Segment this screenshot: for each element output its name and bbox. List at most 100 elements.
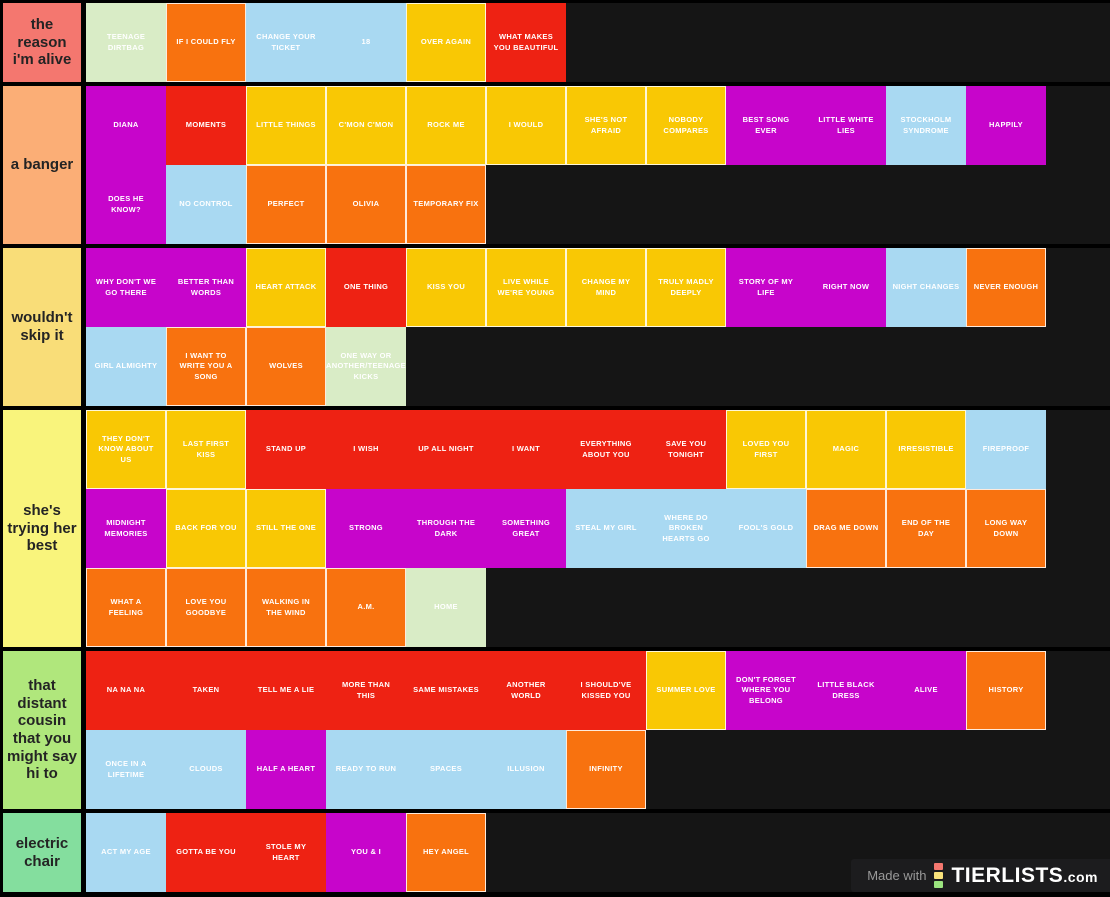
song-tile[interactable]: HEY ANGEL — [406, 813, 486, 892]
song-tile[interactable]: EVERYTHING ABOUT YOU — [566, 410, 646, 489]
song-tile[interactable]: LIVE WHILE WE'RE YOUNG — [486, 248, 566, 327]
song-tile[interactable]: 18 — [326, 3, 406, 82]
song-tile[interactable]: RIGHT NOW — [806, 248, 886, 327]
brand-text: TIERLISTS.com — [951, 864, 1098, 887]
song-tile[interactable]: CHANGE YOUR TICKET — [246, 3, 326, 82]
song-tile[interactable]: STOLE MY HEART — [246, 813, 326, 892]
song-tile[interactable]: GIRL ALMIGHTY — [86, 327, 166, 406]
song-tile[interactable]: TEENAGE DIRTBAG — [86, 3, 166, 82]
tierlist-icon-bar-red — [934, 863, 944, 870]
song-tile[interactable]: LAST FIRST KISS — [166, 410, 246, 489]
song-tile[interactable]: OLIVIA — [326, 165, 406, 244]
song-tile[interactable]: CHANGE MY MIND — [566, 248, 646, 327]
song-tile[interactable]: OVER AGAIN — [406, 3, 486, 82]
song-tile[interactable]: DON'T FORGET WHERE YOU BELONG — [726, 651, 806, 730]
song-tile[interactable]: NA NA NA — [86, 651, 166, 730]
song-tile[interactable]: I WOULD — [486, 86, 566, 165]
song-tile[interactable]: DRAG ME DOWN — [806, 489, 886, 568]
song-tile[interactable]: THEY DON'T KNOW ABOUT US — [86, 410, 166, 489]
song-tile[interactable]: END OF THE DAY — [886, 489, 966, 568]
song-tile[interactable]: HOME — [406, 568, 486, 647]
song-tile[interactable]: READY TO RUN — [326, 730, 406, 809]
song-tile[interactable]: ILLUSION — [486, 730, 566, 809]
song-tile[interactable]: TEMPORARY FIX — [406, 165, 486, 244]
song-tile[interactable]: UP ALL NIGHT — [406, 410, 486, 489]
song-tile[interactable]: STOCKHOLM SYNDROME — [886, 86, 966, 165]
song-tile[interactable]: LITTLE BLACK DRESS — [806, 651, 886, 730]
tier-tiles-area: WHY DON'T WE GO THERE BETTER THAN WORDS HE… — [86, 248, 1110, 406]
song-tile[interactable]: I WISH — [326, 410, 406, 489]
song-tile[interactable]: STEAL MY GIRL — [566, 489, 646, 568]
song-tile[interactable]: LITTLE THINGS — [246, 86, 326, 165]
song-tile[interactable]: ACT MY AGE — [86, 813, 166, 892]
song-tile[interactable]: ONCE IN A LIFETIME — [86, 730, 166, 809]
song-tile[interactable]: BETTER THAN WORDS — [166, 248, 246, 327]
song-tile[interactable]: STORY OF MY LIFE — [726, 248, 806, 327]
song-tile[interactable]: DIANA — [86, 86, 166, 165]
song-tile[interactable]: C'MON C'MON — [326, 86, 406, 165]
song-tile[interactable]: LOVE YOU GOODBYE — [166, 568, 246, 647]
song-tile[interactable]: FIREPROOF — [966, 410, 1046, 489]
song-tile[interactable]: NEVER ENOUGH — [966, 248, 1046, 327]
song-tile[interactable]: SHE'S NOT AFRAID — [566, 86, 646, 165]
song-tile[interactable]: MORE THAN THIS — [326, 651, 406, 730]
song-tile[interactable]: SOMETHING GREAT — [486, 489, 566, 568]
tier-label: wouldn't skip it — [0, 248, 86, 406]
song-tile[interactable]: INFINITY — [566, 730, 646, 809]
song-tile[interactable]: NIGHT CHANGES — [886, 248, 966, 327]
song-tile[interactable]: NOBODY COMPARES — [646, 86, 726, 165]
song-tile[interactable]: TRULY MADLY DEEPLY — [646, 248, 726, 327]
song-tile[interactable]: BACK FOR YOU — [166, 489, 246, 568]
song-tile[interactable]: SPACES — [406, 730, 486, 809]
song-tile[interactable]: SUMMER LOVE — [646, 651, 726, 730]
song-tile[interactable]: LITTLE WHITE LIES — [806, 86, 886, 165]
song-tile[interactable]: TAKEN — [166, 651, 246, 730]
song-tile[interactable]: FOOL'S GOLD — [726, 489, 806, 568]
song-tile[interactable]: WHERE DO BROKEN HEARTS GO — [646, 489, 726, 568]
song-tile[interactable]: PERFECT — [246, 165, 326, 244]
song-tile[interactable]: I WANT TO WRITE YOU A SONG — [166, 327, 246, 406]
song-tile[interactable]: YOU & I — [326, 813, 406, 892]
song-tile[interactable]: IRRESISTIBLE — [886, 410, 966, 489]
song-tile[interactable]: A.M. — [326, 568, 406, 647]
song-tile[interactable]: KISS YOU — [406, 248, 486, 327]
song-tile[interactable]: CLOUDS — [166, 730, 246, 809]
song-tile[interactable]: WHY DON'T WE GO THERE — [86, 248, 166, 327]
song-tile[interactable]: WHAT A FEELING — [86, 568, 166, 647]
song-tile[interactable]: HAPPILY — [966, 86, 1046, 165]
song-tile[interactable]: IF I COULD FLY — [166, 3, 246, 82]
song-tile[interactable]: THROUGH THE DARK — [406, 489, 486, 568]
tier-label: the reason i'm alive — [0, 3, 86, 82]
song-tile[interactable]: I SHOULD'VE KISSED YOU — [566, 651, 646, 730]
song-tile[interactable]: STAND UP — [246, 410, 326, 489]
song-tile[interactable]: WHAT MAKES YOU BEAUTIFUL — [486, 3, 566, 82]
song-tile[interactable]: ALIVE — [886, 651, 966, 730]
song-tile[interactable]: I WANT — [486, 410, 566, 489]
song-tile[interactable]: MOMENTS — [166, 86, 246, 165]
song-tile[interactable]: DOES HE KNOW? — [86, 165, 166, 244]
song-tile[interactable]: LOVED YOU FIRST — [726, 410, 806, 489]
song-tile[interactable]: STILL THE ONE — [246, 489, 326, 568]
song-tile[interactable]: ONE THING — [326, 248, 406, 327]
song-tile[interactable]: SAVE YOU TONIGHT — [646, 410, 726, 489]
song-tile[interactable]: GOTTA BE YOU — [166, 813, 246, 892]
song-tile[interactable]: MIDNIGHT MEMORIES — [86, 489, 166, 568]
song-tile[interactable]: LONG WAY DOWN — [966, 489, 1046, 568]
song-tile[interactable]: BEST SONG EVER — [726, 86, 806, 165]
song-tile[interactable]: ANOTHER WORLD — [486, 651, 566, 730]
song-tile[interactable]: WOLVES — [246, 327, 326, 406]
song-tile[interactable]: ONE WAY OR ANOTHER/TEENAGE KICKS — [326, 327, 406, 406]
song-tile[interactable]: SAME MISTAKES — [406, 651, 486, 730]
song-tile[interactable]: WALKING IN THE WIND — [246, 568, 326, 647]
song-tile[interactable]: HISTORY — [966, 651, 1046, 730]
song-tile[interactable]: STRONG — [326, 489, 406, 568]
tier-label: she's trying her best — [0, 410, 86, 647]
song-tile[interactable]: ROCK ME — [406, 86, 486, 165]
song-tile[interactable]: HEART ATTACK — [246, 248, 326, 327]
song-tile[interactable]: NO CONTROL — [166, 165, 246, 244]
tier-tiles-area: NA NA NA TAKEN TELL ME A LIE MORE THAN THIS… — [86, 651, 1110, 809]
tierlist-icon — [934, 863, 944, 888]
song-tile[interactable]: MAGIC — [806, 410, 886, 489]
song-tile[interactable]: TELL ME A LIE — [246, 651, 326, 730]
song-tile[interactable]: HALF A HEART — [246, 730, 326, 809]
